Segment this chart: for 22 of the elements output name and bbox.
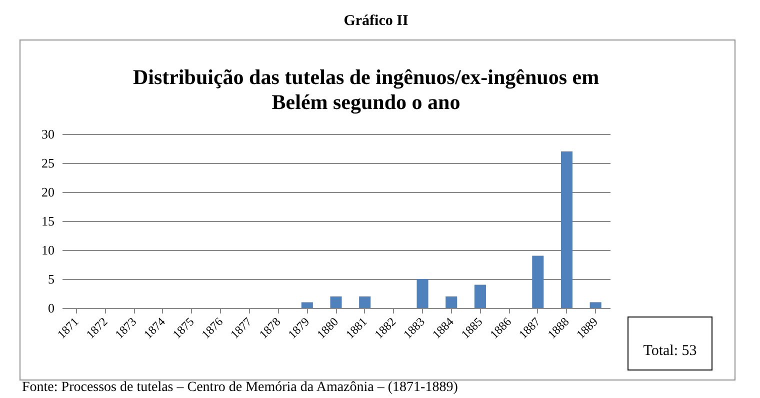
source-note: Fonte: Processos de tutelas – Centro de Memória da Amazônia – (1871-1889): [22, 380, 458, 395]
x-tick-label: 1881: [342, 314, 370, 342]
bar: [532, 256, 544, 308]
bar: [590, 302, 602, 308]
y-tick-label: 30: [42, 126, 54, 142]
text: Gráfico II: [344, 13, 408, 29]
bar: [474, 284, 486, 308]
x-tick-label: 1871: [54, 314, 82, 342]
y-tick-label: 0: [48, 300, 54, 316]
y-tick-label: 10: [42, 242, 54, 258]
chart-title: Distribuição das tutelas de ingênuos/ex-ingênuos em Belém segundo o ano: [132, 65, 600, 114]
y-tick-label: 5: [48, 272, 54, 286]
bar: [359, 296, 371, 308]
text: Total: 53: [643, 343, 697, 359]
bar: [560, 151, 573, 308]
y-tick-label: 20: [42, 184, 54, 200]
bar: [301, 302, 313, 308]
y-tick-label: 15: [42, 214, 54, 228]
y-tick-label: 25: [42, 156, 54, 170]
bar: [416, 279, 428, 308]
bar: [330, 296, 342, 308]
bar: [446, 296, 458, 308]
